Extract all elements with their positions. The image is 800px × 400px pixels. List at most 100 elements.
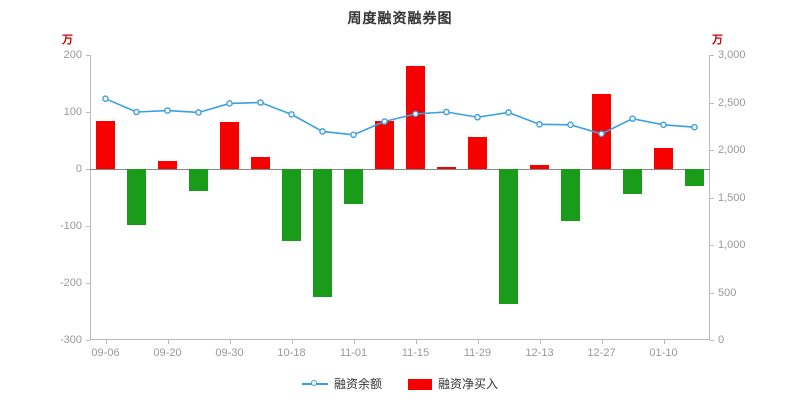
- x-tick-label: 11-01: [339, 347, 368, 359]
- balance-line-point: [350, 131, 357, 139]
- balance-line-point: [226, 100, 233, 107]
- x-tick-mark: [415, 340, 417, 344]
- x-tick-mark: [601, 340, 603, 344]
- left-axis-line: [90, 55, 91, 340]
- balance-line-point: [536, 121, 543, 128]
- right-axis-line: [709, 55, 710, 340]
- bar: [406, 66, 425, 169]
- right-tick-mark: [710, 55, 714, 56]
- x-tick-mark: [291, 340, 293, 344]
- left-tick-label: -200: [59, 277, 82, 289]
- bar: [96, 121, 115, 169]
- x-tick-label: 09-06: [91, 347, 120, 359]
- left-tick-label: -100: [59, 220, 82, 232]
- square-marker-icon: [408, 378, 432, 390]
- left-tick-label: -300: [59, 334, 82, 346]
- right-tick-mark: [710, 245, 714, 246]
- right-tick-label: 2,000: [718, 144, 746, 156]
- line-series: [102, 95, 698, 139]
- bar: [344, 169, 363, 205]
- left-tick-mark: [86, 283, 90, 284]
- bar: [623, 169, 642, 194]
- right-tick-mark: [710, 102, 714, 104]
- legend-label-netbuy: 融资净买入: [438, 377, 499, 391]
- left-tick-mark: [86, 340, 90, 341]
- balance-line-point: [257, 99, 264, 106]
- right-tick-label: 0: [718, 334, 725, 346]
- x-tick-label: 09-20: [153, 347, 182, 359]
- x-tick-mark: [167, 340, 169, 344]
- bar: [282, 169, 301, 241]
- legend-item-netbuy[interactable]: 融资净买入: [408, 378, 498, 390]
- balance-line-point: [474, 113, 481, 121]
- x-tick-mark: [353, 340, 355, 344]
- legend-label-balance: 融资余额: [333, 377, 382, 391]
- left-tick-label: 0: [75, 163, 82, 175]
- x-tick-mark: [105, 340, 107, 344]
- x-tick-label: 12-27: [587, 347, 616, 359]
- balance-line-point: [195, 109, 202, 116]
- plot-area: -300 -200 -100 0 100 200 0 500 1,000 1,500 2,000 2…: [60, 49, 746, 359]
- x-tick-mark: [539, 340, 541, 344]
- bar: [499, 169, 518, 304]
- left-tick-mark: [86, 169, 90, 170]
- balance-line-point: [629, 115, 636, 122]
- balance-line-point: [660, 121, 667, 129]
- balance-line-point: [567, 121, 574, 129]
- balance-line-point: [691, 123, 698, 131]
- left-tick-label: 100: [63, 106, 82, 118]
- right-tick-mark: [710, 150, 714, 151]
- right-tick-mark: [710, 340, 714, 341]
- right-tick-mark: [710, 197, 714, 199]
- bar: [220, 121, 239, 169]
- bar: [251, 157, 270, 169]
- balance-line-point: [102, 95, 109, 103]
- balance-line-point: [133, 108, 140, 116]
- balance-line-point: [505, 109, 512, 116]
- x-tick-label: 11-15: [401, 347, 430, 359]
- bar: [127, 169, 146, 226]
- line-marker-icon: [301, 379, 328, 389]
- balance-line-point: [598, 130, 605, 138]
- left-tick-mark: [86, 226, 90, 227]
- bar: [561, 169, 580, 222]
- x-tick-label: 10-18: [277, 347, 306, 359]
- x-tick-label: 11-29: [463, 347, 492, 359]
- right-tick-mark: [710, 292, 714, 294]
- chart-legend: 融资余额 融资净买入: [0, 378, 800, 390]
- bar: [530, 165, 549, 169]
- left-tick-mark: [86, 55, 90, 56]
- bar: [685, 169, 704, 187]
- left-axis-unit-label: 万: [62, 34, 73, 46]
- balance-line-point: [443, 108, 450, 116]
- legend-item-balance[interactable]: 融资余额: [301, 377, 382, 391]
- x-tick-label: 01-10: [649, 347, 678, 359]
- right-tick-label: 1,500: [718, 191, 746, 204]
- balance-line-path: [105, 97, 695, 136]
- chart-title: 周度融资融券图: [347, 10, 453, 26]
- balance-line-point: [412, 110, 419, 118]
- bar: [654, 148, 673, 169]
- x-axis-line: [90, 339, 710, 340]
- x-tick-mark: [229, 340, 231, 344]
- right-tick-label: 500: [718, 286, 737, 299]
- bar: [158, 161, 177, 169]
- balance-line-point: [288, 111, 295, 118]
- right-tick-label: 1,000: [718, 239, 746, 251]
- balance-line-point: [381, 118, 388, 125]
- left-tick-label: 200: [63, 49, 82, 61]
- zero-baseline: [90, 169, 710, 170]
- x-tick-label: 12-13: [525, 347, 554, 359]
- bar: [468, 136, 487, 169]
- right-tick-label: 3,000: [718, 49, 746, 61]
- right-axis-unit-label: 万: [712, 34, 723, 46]
- balance-line-point: [164, 107, 171, 114]
- x-tick-label: 09-30: [215, 347, 244, 359]
- bar: [437, 167, 456, 169]
- bar: [375, 121, 394, 169]
- bar: [189, 169, 208, 191]
- right-tick-label: 2,500: [718, 96, 746, 109]
- bar: [313, 169, 332, 298]
- x-tick-mark: [477, 340, 479, 344]
- balance-line-point: [319, 128, 326, 135]
